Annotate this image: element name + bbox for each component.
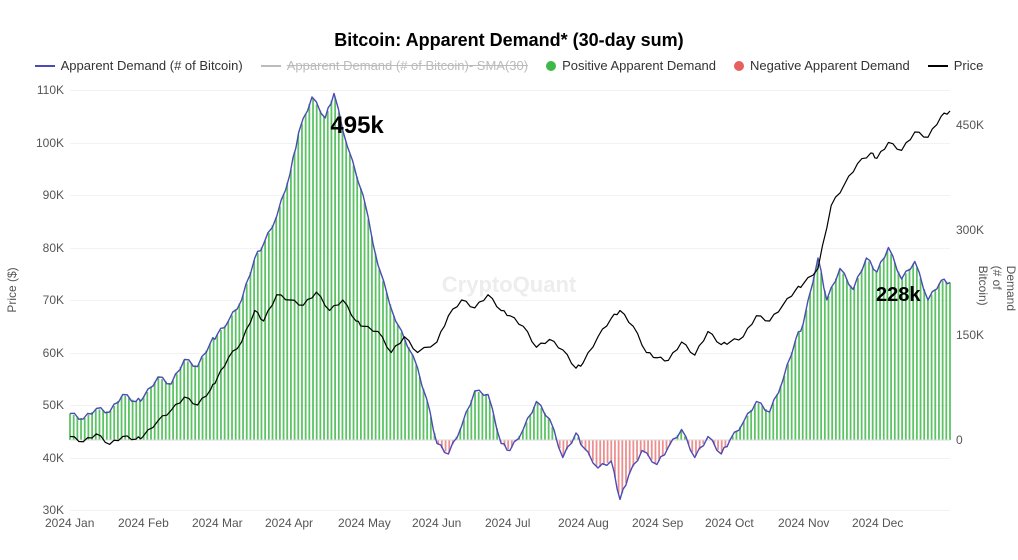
x-tick-label: 2024 Jun — [412, 516, 461, 530]
right-tick-label: 450K — [956, 118, 984, 132]
legend-item-sma30: Apparent Demand (# of Bitcoin)- SMA(30) — [261, 58, 528, 73]
annotation-0: 495k — [330, 112, 383, 140]
x-tick-label: 2024 Apr — [265, 516, 313, 530]
legend-label: Apparent Demand (# of Bitcoin) — [61, 58, 243, 73]
legend-swatch-line — [928, 65, 948, 67]
x-tick-label: 2024 Aug — [558, 516, 609, 530]
x-tick-label: 2024 May — [338, 516, 391, 530]
legend-item-apparent-demand: Apparent Demand (# of Bitcoin) — [35, 58, 243, 73]
legend-label: Positive Apparent Demand — [562, 58, 716, 73]
legend-swatch-line — [35, 65, 55, 67]
gridline — [70, 510, 950, 511]
legend-item-positive: Positive Apparent Demand — [546, 58, 716, 73]
left-tick-label: 80K — [43, 241, 64, 255]
x-tick-label: 2024 Oct — [705, 516, 754, 530]
legend-item-negative: Negative Apparent Demand — [734, 58, 910, 73]
left-tick-label: 50K — [43, 398, 64, 412]
right-tick-label: 0 — [956, 433, 963, 447]
left-tick-label: 70K — [43, 293, 64, 307]
plot-area — [70, 90, 950, 510]
legend-label: Price — [954, 58, 984, 73]
x-tick-label: 2024 Jul — [485, 516, 530, 530]
legend-swatch-dot — [734, 61, 744, 71]
left-tick-label: 100K — [36, 136, 64, 150]
x-tick-label: 2024 Mar — [192, 516, 243, 530]
legend-swatch-dot — [546, 61, 556, 71]
x-tick-label: 2024 Feb — [118, 516, 169, 530]
left-tick-label: 90K — [43, 188, 64, 202]
right-tick-label: 300K — [956, 223, 984, 237]
left-tick-label: 40K — [43, 451, 64, 465]
legend-item-price: Price — [928, 58, 984, 73]
chart-title: Bitcoin: Apparent Demand* (30-day sum) — [0, 30, 1018, 51]
right-tick-label: 150K — [956, 328, 984, 342]
left-tick-label: 110K — [37, 83, 64, 97]
legend: Apparent Demand (# of Bitcoin) Apparent … — [0, 58, 1018, 73]
left-tick-label: 60K — [43, 346, 64, 360]
left-tick-label: 30K — [43, 503, 64, 517]
x-tick-label: 2024 Nov — [778, 516, 829, 530]
legend-label: Negative Apparent Demand — [750, 58, 910, 73]
legend-swatch-line — [261, 65, 281, 67]
annotation-1: 228k — [876, 284, 921, 307]
chart-root: Bitcoin: Apparent Demand* (30-day sum) A… — [0, 0, 1018, 560]
left-axis-label: Price ($) — [5, 267, 19, 312]
x-tick-label: 2024 Sep — [632, 516, 683, 530]
x-tick-label: 2024 Dec — [852, 516, 903, 530]
x-tick-label: 2024 Jan — [45, 516, 94, 530]
legend-label: Apparent Demand (# of Bitcoin)- SMA(30) — [287, 58, 528, 73]
right-axis-label: Apparent Demand (# of Bitcoin) — [976, 266, 1018, 315]
apparent-demand-bars — [70, 98, 950, 494]
